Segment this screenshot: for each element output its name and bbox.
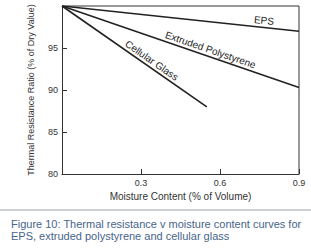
svg-text:Thermal Resistance Ratio (% of: Thermal Resistance Ratio (% of Dry Value… bbox=[26, 4, 36, 175]
svg-text:0.3: 0.3 bbox=[135, 178, 148, 188]
svg-text:Cellular Glass: Cellular Glass bbox=[123, 38, 180, 83]
svg-text:80: 80 bbox=[48, 169, 58, 179]
svg-text:85: 85 bbox=[48, 127, 58, 137]
svg-text:0.6: 0.6 bbox=[214, 178, 227, 188]
svg-text:Figure 10: Thermal resistance: Figure 10: Thermal resistance v moisture… bbox=[11, 218, 304, 230]
svg-text:95: 95 bbox=[48, 43, 58, 53]
svg-text:0.9: 0.9 bbox=[293, 178, 306, 188]
svg-text:Moisture Content (% of Volume): Moisture Content (% of Volume) bbox=[110, 191, 252, 202]
svg-text:EPS, extruded polystyrene and: EPS, extruded polystyrene and cellular g… bbox=[11, 230, 230, 242]
svg-text:90: 90 bbox=[48, 85, 58, 95]
svg-text:Extruded Polystyrene: Extruded Polystyrene bbox=[164, 29, 258, 70]
svg-text:EPS: EPS bbox=[253, 14, 274, 27]
